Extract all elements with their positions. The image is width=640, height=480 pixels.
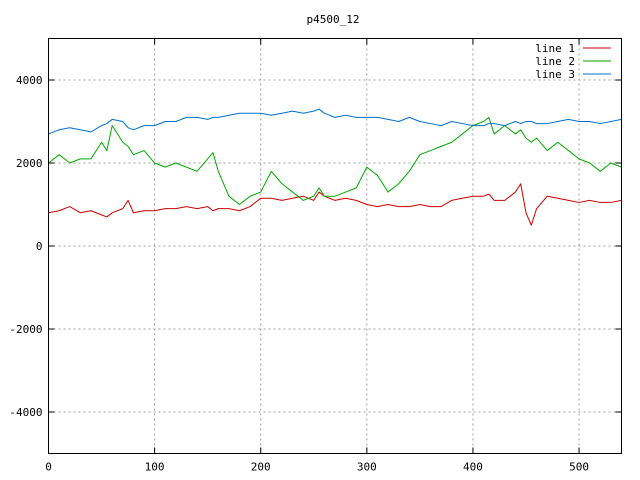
x-tick-label: 400 (463, 461, 483, 474)
legend-label: line 2 (535, 55, 575, 68)
grid (48, 38, 622, 454)
series-line-1 (48, 183, 622, 226)
chart-title: p4500_12 (307, 13, 360, 26)
x-tick-label: 0 (45, 461, 52, 474)
x-tick-label: 100 (145, 461, 165, 474)
series-line-3 (48, 108, 622, 135)
y-tick-label: -2000 (9, 323, 42, 336)
legend-label: line 3 (535, 68, 575, 81)
series-lines (48, 108, 622, 226)
plot-frame (48, 38, 622, 454)
y-tick-label: 4000 (16, 74, 43, 87)
x-tick-label: 500 (569, 461, 589, 474)
legend-label: line 1 (535, 42, 575, 55)
axis-ticks: 0 100 200 300 400 500 -4000 -2000 0 2000 4000 (9, 38, 622, 474)
y-tick-label: 0 (36, 240, 43, 253)
y-tick-label: 2000 (16, 157, 43, 170)
x-tick-label: 300 (357, 461, 377, 474)
x-tick-label: 200 (251, 461, 271, 474)
series-line-2 (48, 116, 622, 205)
y-tick-label: -4000 (9, 406, 42, 419)
